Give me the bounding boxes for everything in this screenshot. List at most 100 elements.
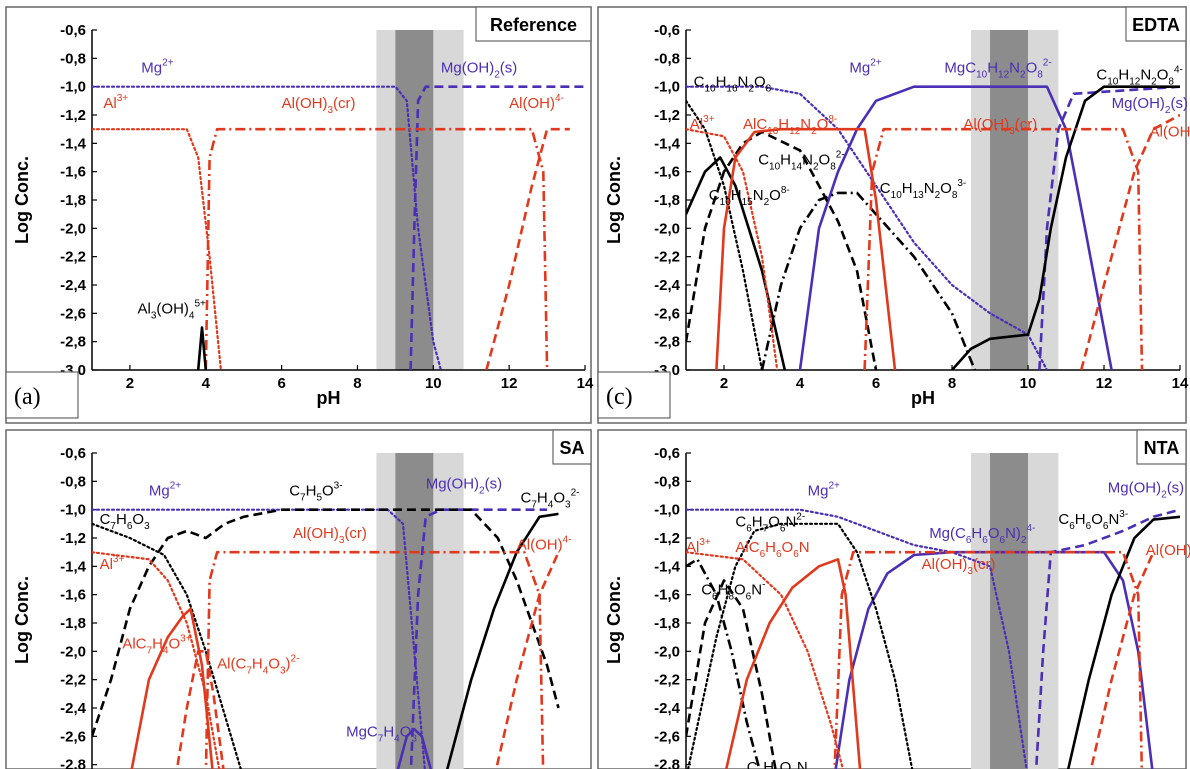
- series-group: [92, 508, 560, 769]
- y-tick-label: -1,2: [654, 107, 680, 124]
- y-tick-label: -1,2: [60, 530, 86, 547]
- y-tick-label: -1,0: [654, 79, 680, 96]
- series-line-mgc7h4o3: [396, 728, 433, 769]
- species-label: Al(OH)3(cr): [963, 116, 1037, 137]
- species-label: Mg(OH)2(s): [426, 475, 502, 496]
- series-line-al-oh-3-cr-: [833, 550, 1144, 769]
- x-tick-label: 8: [353, 375, 361, 392]
- y-tick-label: -1,0: [60, 502, 86, 519]
- ph-band-dark: [395, 453, 434, 769]
- species-label: MgC7H4O3: [346, 723, 417, 744]
- species-label: C10H16N2O8: [694, 74, 772, 95]
- x-tick-label: 6: [277, 375, 285, 392]
- chart-panel-edta: -0,6 -0,8 -1,0 -1,2 -1,4 -1,6 -1,8 -2,0 -2,2 -2,4…: [597, 6, 1190, 424]
- panel-tag-box: [1136, 429, 1187, 465]
- species-label: Mg2+: [849, 58, 881, 77]
- series-line-al-oh-3-cr-: [863, 127, 1144, 370]
- series-line-al3-: [92, 128, 222, 370]
- species-label: Al(OH)3(cr): [922, 556, 996, 577]
- species-label: C7H4O32-: [521, 488, 580, 511]
- y-tick-label: -2,0: [654, 643, 680, 660]
- species-label: Mg(OH)2(s): [441, 60, 517, 81]
- y-tick-label: -2,4: [60, 277, 87, 294]
- series-line-alc7h4o3-: [130, 607, 214, 769]
- series-line-al-oh-4-: [494, 551, 560, 769]
- y-axis-label: Log Conc.: [604, 576, 624, 664]
- species-label: Al3+: [103, 93, 128, 112]
- x-tick-label: 2: [126, 375, 134, 392]
- x-tick-label: 2: [720, 375, 728, 392]
- chart-panel-sa: -0,6 -0,8 -1,0 -1,2 -1,4 -1,6 -1,8 -2,0 -2,2 -2,4…: [5, 429, 592, 769]
- series-line-al-oh-4-: [1089, 551, 1155, 769]
- y-axis-label: Log Conc.: [604, 156, 624, 244]
- ph-band-dark: [990, 453, 1028, 769]
- y-tick-label: -1,0: [654, 502, 680, 519]
- panel-tag-box: [552, 429, 592, 465]
- y-tick-label: -1,4: [654, 135, 681, 152]
- series-line-c7h6o3: [92, 522, 242, 769]
- series-line-al-oh-3-cr-: [204, 550, 545, 769]
- series-line-al3-: [92, 551, 221, 769]
- x-tick-label: 14: [1172, 375, 1189, 392]
- panel-tag: SA: [559, 438, 584, 458]
- y-tick-label: -2,4: [654, 277, 681, 294]
- y-tick-label: -1,6: [60, 587, 86, 604]
- y-tick-label: -0,6: [60, 22, 86, 39]
- series-line-mg-oh-2-s-: [409, 508, 548, 769]
- y-tick-label: -1,4: [60, 135, 87, 152]
- species-label: Al(OH)4-: [517, 534, 572, 553]
- y-tick-label: -0,6: [654, 445, 680, 462]
- y-tick-label: -0,8: [60, 473, 86, 490]
- x-tick-label: 14: [577, 375, 594, 392]
- y-tick-label: -2,2: [60, 249, 86, 266]
- species-label: AlC10H12N2O8-: [743, 114, 837, 137]
- series-line-al-oh-4-: [485, 127, 570, 370]
- series-line-mgc10h12n2o8-2-: [798, 85, 1113, 370]
- species-label: C10H12N2O84-: [1096, 65, 1182, 88]
- y-tick-label: -0,6: [654, 22, 680, 39]
- y-tick-label: -2,2: [654, 672, 680, 689]
- species-label: Al(OH)3(cr): [282, 95, 356, 116]
- species-label: Al(OH)4-: [1150, 121, 1190, 140]
- x-tick-label: 4: [796, 375, 805, 392]
- series-line-al-oh-4-: [1079, 113, 1180, 370]
- series-line-al3-: [686, 551, 845, 769]
- species-label: Mg2+: [808, 481, 840, 500]
- y-tick-label: -2,6: [60, 305, 86, 322]
- y-tick-label: -1,8: [654, 615, 680, 632]
- series-line-al-c7h4o3-2-: [175, 650, 225, 769]
- species-label: Mg2+: [149, 481, 181, 500]
- series-line-c7h5o3-: [92, 508, 560, 737]
- x-tick-label: 10: [425, 375, 442, 392]
- x-axis-label: pH: [317, 388, 341, 408]
- species-label: C10H13N2O83-: [880, 178, 966, 201]
- panel-tag: NTA: [1144, 438, 1180, 458]
- series-line-al3-oh-4-5-: [196, 326, 208, 370]
- panel-tag-box: [475, 6, 592, 42]
- y-tick-label: -1,4: [60, 558, 87, 575]
- series-line-c10h12n2o8-4-: [951, 85, 1180, 370]
- y-tick-label: -2,0: [654, 220, 680, 237]
- y-tick-label: -0,8: [654, 473, 680, 490]
- y-tick-label: -1,8: [60, 615, 86, 632]
- species-label: Al3+: [690, 114, 715, 133]
- y-tick-label: -1,8: [654, 192, 680, 209]
- ph-band-dark: [990, 30, 1028, 370]
- series-line-alc6h6o6n: [724, 558, 862, 769]
- species-label: Mg(OH)2(s): [1108, 480, 1184, 501]
- y-tick-label: -1,6: [654, 587, 680, 604]
- y-tick-label: -1,2: [60, 107, 86, 124]
- x-tick-label: 8: [948, 375, 956, 392]
- species-label: Mg(C6H6O6N)24-: [929, 523, 1035, 546]
- series-line-c10h16n2o8: [686, 99, 764, 370]
- series-group: [686, 508, 1180, 769]
- species-label: C7H6O3: [100, 511, 150, 532]
- species-label: Al(OH)4-: [1146, 540, 1190, 559]
- series-line-mg2-: [686, 508, 1028, 769]
- y-tick-label: -1,0: [60, 79, 86, 96]
- species-label: C7H5O3-: [289, 481, 342, 504]
- chart-panel-reference: -0,6 -0,8 -1,0 -1,2 -1,4 -1,6 -1,8 -2,0 -2,2 -2,4…: [5, 6, 594, 424]
- species-label: Mg(OH)2(s): [1112, 95, 1188, 116]
- y-tick-label: -2,6: [654, 728, 680, 745]
